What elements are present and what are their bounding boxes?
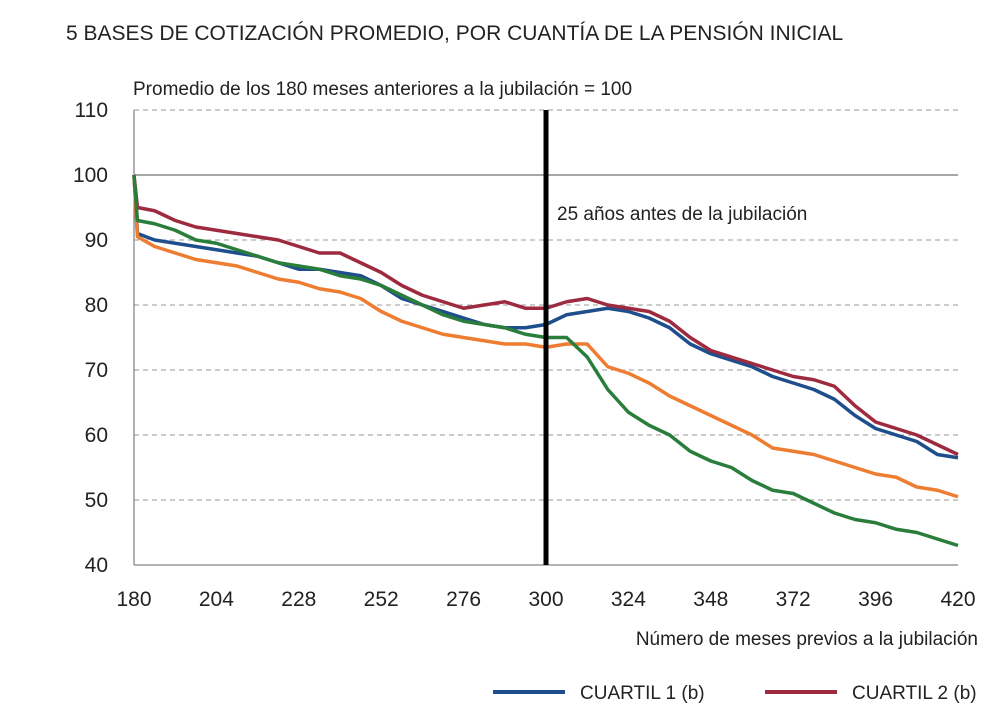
annotation: 25 años antes de la jubilación (557, 204, 807, 225)
x-tick-label: 252 (364, 588, 399, 611)
legend-label: CUARTIL 2 (b) (852, 683, 977, 704)
series-line (132, 174, 959, 457)
x-tick-label: 300 (528, 588, 563, 611)
x-tick-label: 420 (940, 588, 975, 611)
y-tick-label: 110 (75, 99, 108, 122)
chart-subtitle: Promedio de los 180 meses anteriores a l… (133, 79, 632, 100)
x-tick-label: 180 (116, 588, 151, 611)
series-line (132, 174, 959, 548)
y-tick-label: 100 (73, 164, 108, 187)
y-tick-label: 50 (85, 489, 108, 512)
x-tick-label: 372 (776, 588, 811, 611)
series-line (132, 174, 959, 499)
y-tick-label: 90 (85, 229, 108, 252)
y-tick-label: 80 (85, 294, 108, 317)
chart-title: 5 BASES DE COTIZACIÓN PROMEDIO, POR CUAN… (66, 22, 843, 45)
y-tick-label: 40 (85, 554, 108, 577)
x-tick-label: 276 (446, 588, 481, 611)
x-tick-label: 396 (858, 588, 893, 611)
x-tick-label: 228 (281, 588, 316, 611)
x-axis-label: Número de meses previos a la jubilación (636, 629, 978, 650)
y-tick-label: 60 (85, 424, 108, 447)
x-tick-label: 348 (693, 588, 728, 611)
y-tick-label: 70 (85, 359, 108, 382)
legend-label: CUARTIL 1 (b) (580, 683, 705, 704)
x-tick-label: 324 (611, 588, 646, 611)
x-tick-label: 204 (199, 588, 234, 611)
